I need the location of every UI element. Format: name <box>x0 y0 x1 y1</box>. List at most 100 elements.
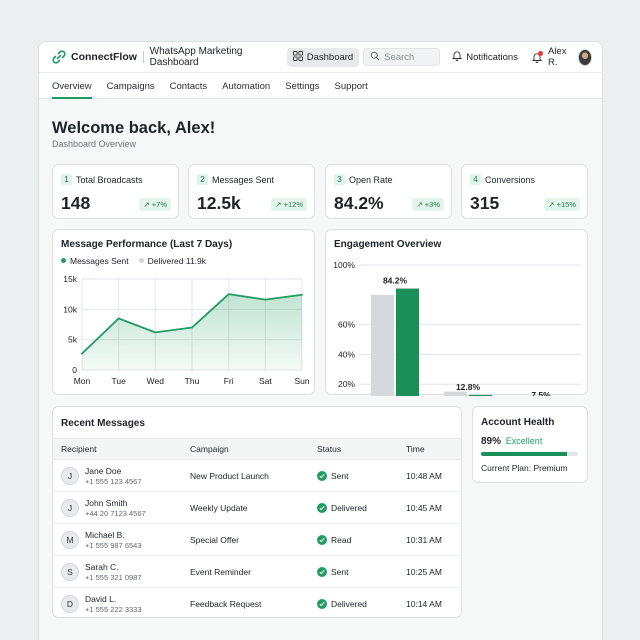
status-label: Read <box>331 534 352 545</box>
trend-up-icon: ↗ <box>548 200 555 209</box>
brand[interactable]: ConnectFlow WhatsApp Marketing Dashboard <box>51 46 255 68</box>
column-header-campaign[interactable]: Campaign <box>190 438 317 460</box>
campaign-cell: New Product Launch <box>190 459 317 492</box>
trend-badge: ↗ +12% <box>271 198 307 211</box>
recipient-info: David L. +1 555 222 3333 <box>85 594 142 614</box>
search-input[interactable] <box>384 51 435 63</box>
recipient-name: David L. <box>85 593 117 604</box>
campaign-cell: Event Reminder <box>190 555 317 588</box>
legend-label: Delivered 11.9k <box>147 256 207 266</box>
tab-campaigns[interactable]: Campaigns <box>106 81 155 92</box>
tab-settings[interactable]: Settings <box>285 81 320 92</box>
stat-card-broadcasts[interactable]: 1 Total Broadcasts 148 ↗ +7% <box>52 164 179 219</box>
stat-value: 12.5k <box>197 193 241 213</box>
y-tick-label: 0 <box>72 365 77 375</box>
stat-number-badge: 1 <box>61 174 72 185</box>
status-cell: Sent <box>317 555 406 588</box>
tab-overview[interactable]: Overview <box>52 73 92 99</box>
brand-divider <box>142 51 144 63</box>
table-row[interactable]: D David L. +1 555 222 3333 Feedback Request… <box>53 587 461 617</box>
search-box[interactable] <box>363 48 441 66</box>
recipient-info: Sarah C. +1 555 321 0987 <box>85 562 142 582</box>
column-header-status[interactable]: Status <box>317 438 406 460</box>
status-badge: Read <box>317 534 406 545</box>
y-tick-label: 40% <box>338 349 355 359</box>
recipient-name: Michael B. <box>85 529 125 540</box>
stat-label: 2 Messages Sent <box>197 174 274 185</box>
trend-badge: ↗ +15% <box>544 198 580 211</box>
legend-item-delivered: Delivered 11.9k <box>138 256 207 266</box>
data-point <box>117 317 120 320</box>
message-performance-card: Message Performance (Last 7 Days) Messag… <box>52 229 315 395</box>
legend-label: Messages Sent <box>70 256 129 266</box>
check-circle-icon <box>317 566 327 577</box>
bar-value <box>469 394 492 396</box>
status-label: Delivered <box>331 502 367 513</box>
recipient-name: John Smith <box>85 497 128 508</box>
dashboard-button[interactable]: Dashboard <box>286 47 360 67</box>
recipient: D David L. +1 555 222 3333 <box>53 594 190 614</box>
stat-number-badge: 4 <box>470 174 481 185</box>
status-cell: Delivered <box>317 587 406 617</box>
engagement-card: Engagement Overview 100%60%40%20%0%84.2%… <box>325 229 588 396</box>
link-logo-icon <box>51 49 67 65</box>
check-circle-icon <box>317 598 327 609</box>
table-row[interactable]: J Jane Doe +1 555 123 4567 New Product Laun… <box>53 459 461 492</box>
recipient: M Michael B. +1 555 987 6543 <box>53 530 190 550</box>
search-icon <box>370 48 380 66</box>
x-tick-label: Tue <box>111 376 126 386</box>
trend-up-icon: ↗ <box>143 200 150 209</box>
status-cell: Delivered <box>317 491 406 524</box>
tab-automation[interactable]: Automation <box>222 81 271 92</box>
chart-legend: Messages Sent Delivered 11.9k <box>61 256 206 266</box>
recipient-info: Jane Doe +1 555 123 4567 <box>85 466 142 486</box>
time-cell: 10:48 AM <box>406 459 461 492</box>
stat-card-messages[interactable]: 2 Messages Sent 12.5k ↗ +12% <box>188 164 315 219</box>
y-tick-label: 15k <box>63 274 77 284</box>
stat-card-open-rate[interactable]: 3 Open Rate 84.2% ↗ +3% <box>325 164 452 219</box>
stat-card-conversions[interactable]: 4 Conversions 315 ↗ +15% <box>461 164 588 219</box>
contact-avatar: J <box>61 466 79 485</box>
bar-baseline <box>444 391 467 396</box>
status-badge: Delivered <box>317 598 406 609</box>
y-tick-label: 10k <box>63 304 77 314</box>
campaign-cell: Feedback Request <box>190 587 317 617</box>
recipient-phone: +1 555 987 6543 <box>85 540 142 550</box>
table-row[interactable]: J John Smith +44 20 7123 4567 Weekly Update… <box>53 491 461 524</box>
contact-avatar: S <box>61 562 79 581</box>
column-header-recipient[interactable]: Recipient <box>53 438 190 460</box>
column-header-time[interactable]: Time <box>406 438 461 460</box>
data-point <box>264 298 267 301</box>
check-circle-icon <box>317 470 327 481</box>
user-menu[interactable]: Alex R. <box>548 46 592 68</box>
contact-avatar: J <box>61 498 79 517</box>
trend-up-icon: ↗ <box>416 200 423 209</box>
alert-bell-icon[interactable] <box>531 50 543 63</box>
y-tick-label: 100% <box>333 260 355 270</box>
notifications-button[interactable]: Notifications <box>452 50 518 64</box>
health-status: Excellent <box>505 436 543 446</box>
table-row[interactable]: M Michael B. +1 555 987 6543 Special Offer R… <box>53 523 461 556</box>
table-row[interactable]: S Sarah C. +1 555 321 0987 Event Reminder Se… <box>53 555 461 588</box>
bar-chart: 100%60%40%20%0%84.2%Open Rate12.8%Click … <box>333 260 581 396</box>
stat-value: 148 <box>61 193 91 213</box>
recipient-cell: M Michael B. +1 555 987 6543 <box>53 523 190 556</box>
page-subtitle: Dashboard Overview <box>52 139 137 149</box>
dashboard-label: Dashboard <box>306 51 354 63</box>
health-percent: 89% <box>481 436 502 447</box>
tab-contacts[interactable]: Contacts <box>169 81 208 92</box>
recipient: J John Smith +44 20 7123 4567 <box>53 498 190 518</box>
app-window: ConnectFlow WhatsApp Marketing Dashboard… <box>38 41 603 640</box>
account-health-card[interactable]: Account Health 89% Excellent Current Pla… <box>472 406 588 483</box>
tab-support[interactable]: Support <box>334 81 368 92</box>
stat-number-badge: 2 <box>197 174 208 185</box>
x-tick-label: Sat <box>259 376 272 386</box>
legend-dot-gray <box>138 258 144 263</box>
messages-table-body: J Jane Doe +1 555 123 4567 New Product Laun… <box>53 459 461 617</box>
data-label: 12.8% <box>456 382 481 392</box>
status-label: Sent <box>331 566 349 577</box>
recipient-cell: J Jane Doe +1 555 123 4567 <box>53 459 190 492</box>
trend-badge: ↗ +3% <box>412 198 444 211</box>
campaign-cell: Special Offer <box>190 523 317 556</box>
